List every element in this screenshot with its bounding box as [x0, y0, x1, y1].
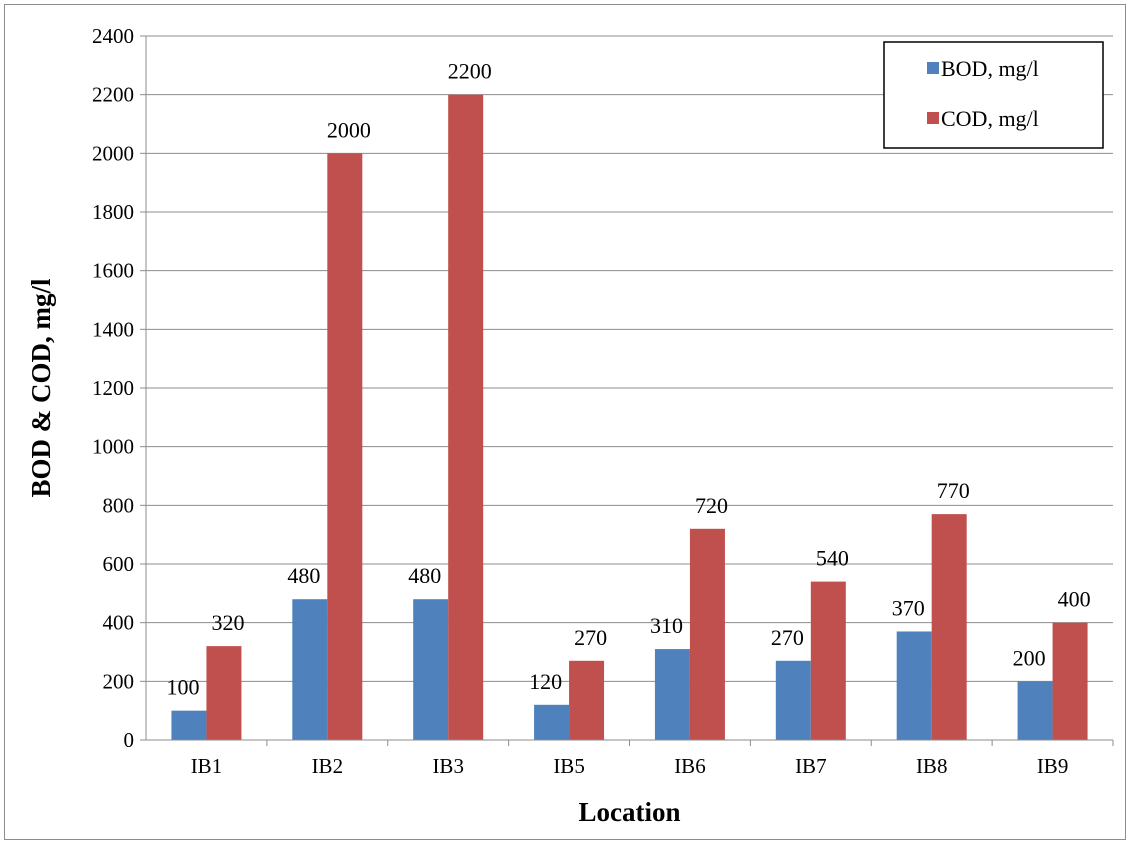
data-label-cod: 2200 — [448, 59, 492, 84]
y-tick-label: 2200 — [92, 83, 134, 107]
data-label-cod: 770 — [937, 478, 970, 503]
legend-swatch-bod — [927, 62, 939, 74]
y-tick-label: 1200 — [92, 376, 134, 400]
bar-cod-ib8 — [931, 514, 967, 740]
bar-bod-ib7 — [775, 660, 811, 740]
bar-bod-ib3 — [413, 599, 449, 740]
bar-bod-ib5 — [534, 704, 570, 740]
x-tick-label: IB7 — [795, 754, 827, 778]
bar-bod-ib8 — [896, 631, 932, 740]
x-tick-label: IB9 — [1037, 754, 1069, 778]
data-label-cod: 2000 — [327, 117, 371, 142]
y-tick-label: 1600 — [92, 259, 134, 283]
y-tick-label: 2400 — [92, 24, 134, 48]
bar-cod-ib7 — [810, 581, 846, 740]
bar-cod-ib1 — [206, 646, 242, 740]
y-axis-title: BOD & COD, mg/l — [26, 278, 56, 497]
x-tick-label: IB1 — [191, 754, 223, 778]
x-tick-label: IB5 — [553, 754, 585, 778]
bar-cod-ib3 — [448, 94, 484, 740]
y-tick-label: 1000 — [92, 435, 134, 459]
x-axis-ticks: IB1 IB2 IB3 IB5 IB6 IB7 IB8 IB9 — [191, 740, 1114, 778]
legend: BOD, mg/l COD, mg/l — [883, 41, 1104, 149]
data-label-cod: 400 — [1058, 587, 1091, 612]
data-label-bod: 480 — [408, 563, 441, 588]
x-tick-label: IB6 — [674, 754, 706, 778]
bar-cod-ib2 — [327, 153, 363, 741]
bar-bod-ib2 — [292, 599, 328, 740]
data-label-bod: 200 — [1013, 645, 1046, 670]
x-tick-label: IB8 — [916, 754, 948, 778]
y-tick-label: 1800 — [92, 200, 134, 224]
data-label-bod: 310 — [650, 613, 683, 638]
legend-label-bod: BOD, mg/l — [941, 56, 1039, 81]
data-label-bod: 120 — [529, 669, 562, 694]
legend-label-cod: COD, mg/l — [941, 106, 1039, 131]
y-tick-label: 600 — [103, 552, 135, 576]
y-tick-label: 200 — [103, 669, 135, 693]
y-axis-ticks: 0 200 400 600 800 1000 1200 1400 1600 1800 2000 220… — [92, 24, 146, 752]
bar-cod-ib5 — [569, 660, 605, 740]
data-label-cod: 540 — [816, 546, 849, 571]
y-tick-label: 1400 — [92, 317, 134, 341]
data-label-bod: 270 — [771, 625, 804, 650]
bar-bod-ib6 — [654, 649, 690, 740]
data-label-bod: 100 — [166, 675, 199, 700]
x-tick-label: IB3 — [432, 754, 464, 778]
bar-bod-ib1 — [171, 710, 207, 740]
data-label-bod: 480 — [287, 563, 320, 588]
legend-box — [883, 41, 1104, 149]
data-label-cod: 270 — [574, 625, 607, 650]
bar-cod-ib6 — [689, 528, 725, 740]
x-axis-title: Location — [578, 797, 680, 827]
x-tick-label: IB2 — [312, 754, 344, 778]
bar-cod-ib9 — [1052, 622, 1088, 740]
y-tick-label: 2000 — [92, 141, 134, 165]
bar-bod-ib9 — [1017, 681, 1053, 740]
data-labels: 100 320 480 2000 480 2200 120 270 310 720 270 540 37… — [166, 59, 1090, 700]
data-label-bod: 370 — [892, 595, 925, 620]
y-tick-label: 0 — [124, 728, 135, 752]
legend-swatch-cod — [927, 112, 939, 124]
y-tick-label: 800 — [103, 493, 135, 517]
y-tick-label: 400 — [103, 611, 135, 635]
data-label-cod: 320 — [211, 610, 244, 635]
bars — [171, 94, 1088, 741]
data-label-cod: 720 — [695, 493, 728, 518]
